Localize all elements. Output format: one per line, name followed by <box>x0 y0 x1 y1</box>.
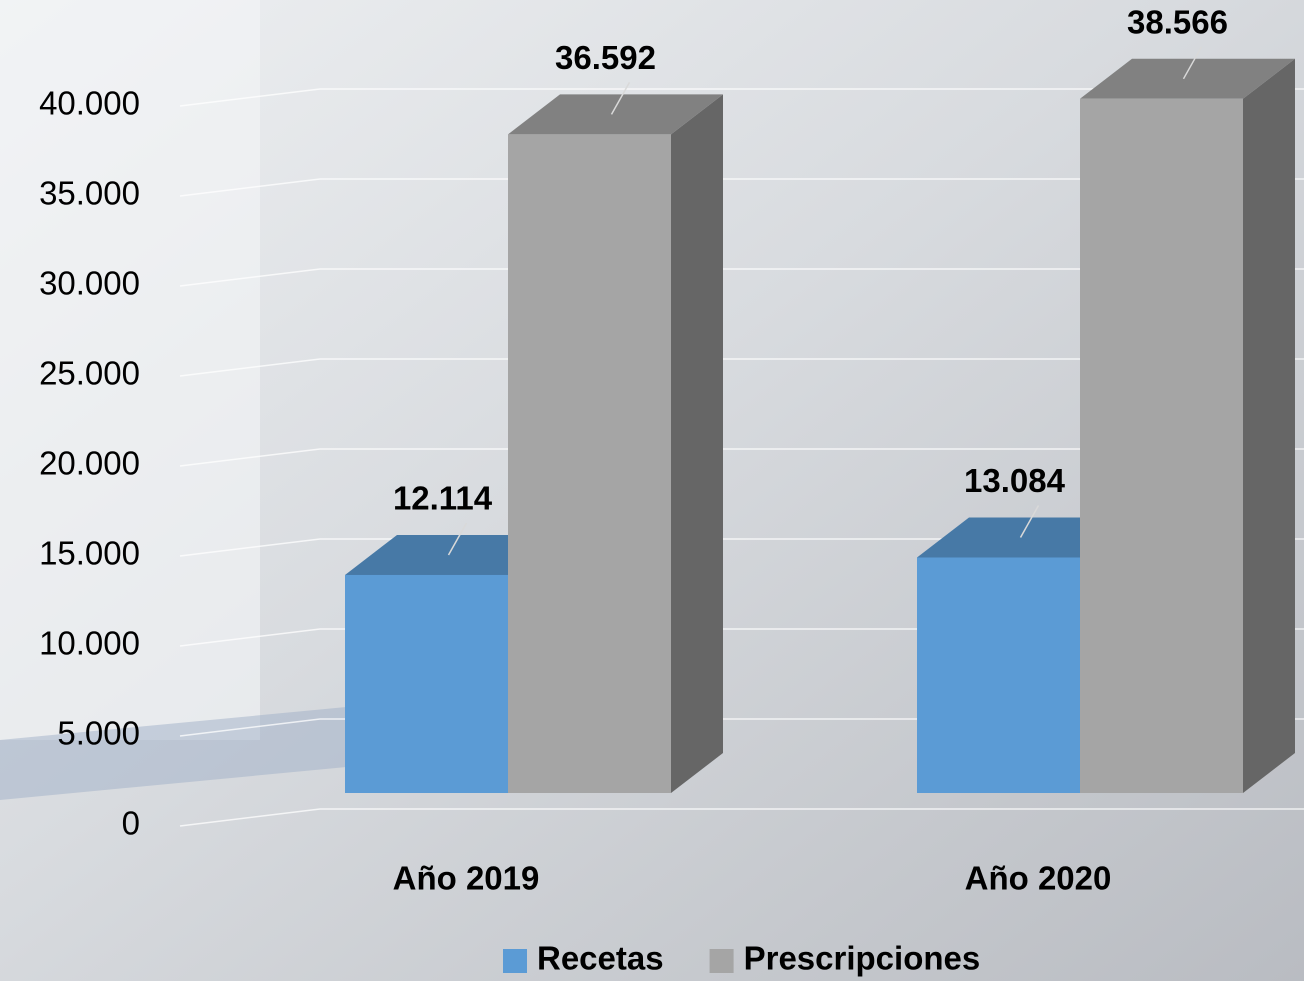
street-stripe <box>0 700 420 800</box>
y-tick-label: 10.000 <box>39 625 140 662</box>
value-label: 13.084 <box>964 462 1066 499</box>
legend-label: Prescripciones <box>744 940 981 977</box>
grid-line <box>179 808 1304 827</box>
y-tick-label: 0 <box>122 805 140 842</box>
value-label: 38.566 <box>1127 4 1228 41</box>
leader-line <box>610 81 631 115</box>
grid-line <box>179 358 1304 377</box>
legend-label: Recetas <box>537 940 664 977</box>
bar <box>1080 98 1243 793</box>
bar <box>917 557 1080 793</box>
leader-line <box>1019 505 1040 538</box>
y-tick-label: 30.000 <box>39 265 140 302</box>
y-tick-label: 5.000 <box>57 715 140 752</box>
leader-line <box>1182 46 1203 80</box>
y-tick-label: 35.000 <box>39 175 140 212</box>
y-tick-label: 20.000 <box>39 445 140 482</box>
bar-top <box>917 517 1132 558</box>
legend-swatch <box>709 949 734 973</box>
value-label: 12.114 <box>393 480 493 517</box>
grid-line <box>179 88 1304 107</box>
y-tick-label: 40.000 <box>39 85 140 122</box>
x-tick-label: Año 2019 <box>393 860 540 897</box>
building-wall <box>0 0 260 740</box>
y-tick-label: 15.000 <box>39 535 140 572</box>
legend-swatch <box>503 949 527 973</box>
bar <box>508 134 671 793</box>
grid-line <box>179 448 1304 467</box>
x-tick-label: Año 2020 <box>965 860 1112 897</box>
grid-line <box>179 268 1304 287</box>
bar-side <box>671 94 723 794</box>
leader-line <box>447 522 468 556</box>
y-tick-label: 25.000 <box>39 355 140 392</box>
bar <box>345 574 508 793</box>
bar-top <box>345 534 560 575</box>
grid-line <box>179 178 1304 197</box>
value-label: 36.592 <box>555 39 656 76</box>
bar-top <box>508 94 723 135</box>
bar-side <box>1243 58 1295 793</box>
bar-top <box>1080 58 1295 99</box>
